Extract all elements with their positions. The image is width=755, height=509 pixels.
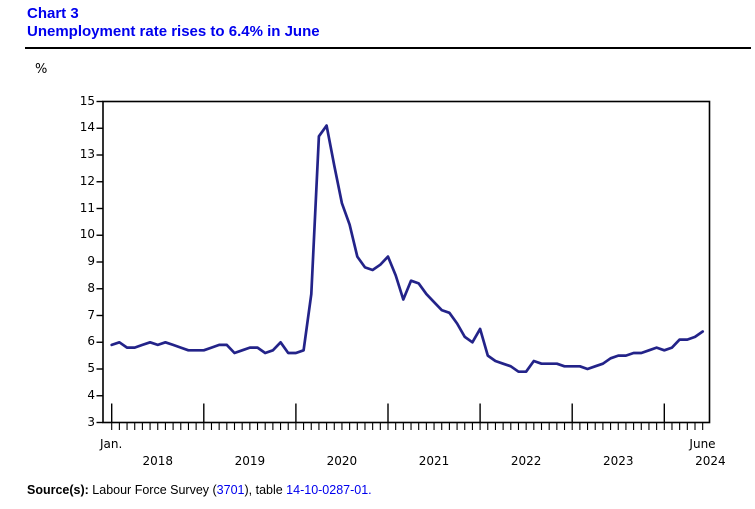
source-prefix: Source(s): [27,483,89,497]
table-number-link[interactable]: 14-10-0287-01. [286,483,372,497]
y-tick-label: 7 [87,307,95,322]
chart-number: Chart 3 [27,5,79,22]
survey-number-link[interactable]: 3701 [216,483,245,497]
x-axis-last-label: June [689,437,716,451]
y-tick-label: 12 [79,173,95,188]
y-tick-label: 15 [79,93,95,108]
source-note: Source(s): Labour Force Survey (3701), t… [27,483,372,497]
y-tick-label: 8 [87,280,95,295]
x-axis-first-label: Jan. [100,437,123,451]
plot-border [102,100,711,424]
chart-title: Unemployment rate rises to 6.4% in June [27,23,320,40]
x-year-label: 2022 [510,454,542,468]
title-divider [25,47,751,49]
x-year-label: 2021 [418,454,450,468]
source-text-1: Labour Force Survey ( [88,483,217,497]
x-year-label: 2023 [602,454,634,468]
y-axis-unit-label: % [35,62,48,77]
y-tick-label: 10 [79,227,95,242]
x-year-label: 2020 [326,454,358,468]
y-tick-label: 5 [87,361,95,375]
unemployment-rate-line [110,124,705,374]
y-tick-label: 4 [87,387,95,402]
x-year-label: 2019 [234,454,266,468]
y-tick-label: 11 [79,200,95,215]
x-year-label: 2024 [695,454,726,468]
y-tick-label: 14 [79,120,95,135]
y-tick-label: 9 [87,254,95,268]
y-tick-label: 13 [79,147,95,161]
y-tick-label: 6 [87,334,95,349]
source-text-2: ), table [244,483,287,497]
x-year-label: 2018 [142,454,174,468]
y-tick-label: 3 [87,414,95,429]
chart-heading: Chart 3 Unemployment rate rises to 6.4% … [27,5,320,41]
